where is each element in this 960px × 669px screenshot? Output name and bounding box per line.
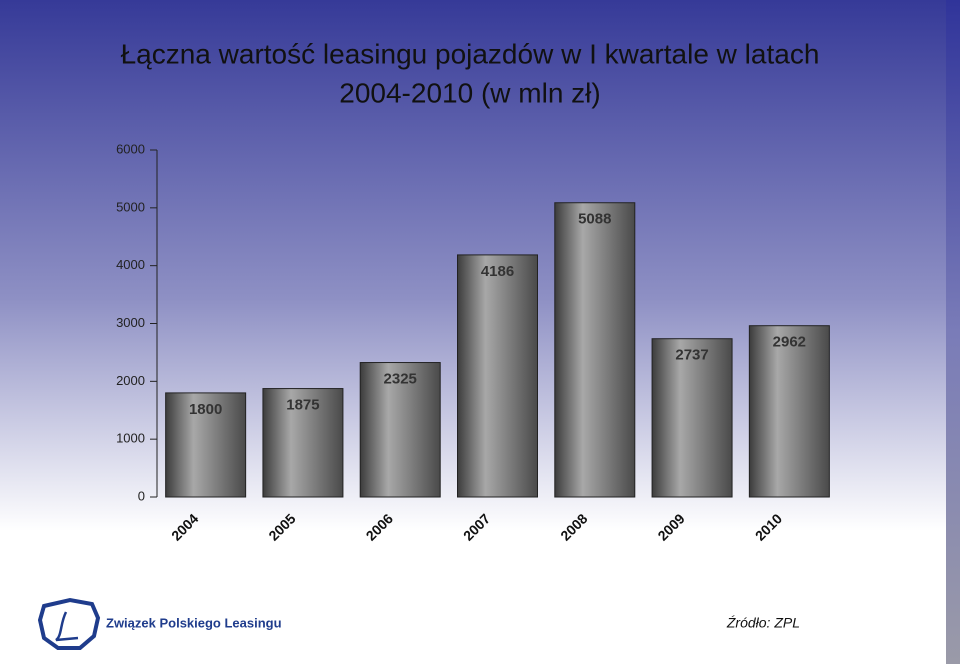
side-stripe [946,0,960,664]
bar [359,362,441,498]
value-label: 4186 [481,263,514,280]
logo-shape [37,597,101,650]
source-note: Źródło: ZPL [726,615,800,631]
y-tick-label: 0 [138,488,145,503]
logo [37,597,101,650]
value-label: 5088 [578,211,611,228]
bar [651,338,733,498]
logo-letter [55,611,79,642]
bar [554,202,636,498]
y-tick-label: 3000 [116,315,145,330]
bar [457,254,538,498]
y-tick-label: 5000 [116,199,145,214]
chart-subtitle: 2004-2010 (w mln zł) [339,77,600,108]
bar [262,388,344,498]
y-tick-label: 4000 [116,257,145,272]
bar [165,392,247,498]
y-tick-label: 1000 [116,431,145,446]
value-label: 2737 [675,347,708,364]
value-label: 1800 [189,401,222,418]
logo-text: Związek Polskiego Leasingu [106,615,282,630]
value-label: 2962 [773,334,806,351]
value-label: 1875 [286,397,319,414]
y-tick-label: 6000 [116,141,145,156]
y-tick-label: 2000 [116,373,145,388]
chart-title: Łączna wartość leasingu pojazdów w I kwa… [121,38,820,69]
bar [748,325,830,498]
value-label: 2325 [384,371,417,388]
